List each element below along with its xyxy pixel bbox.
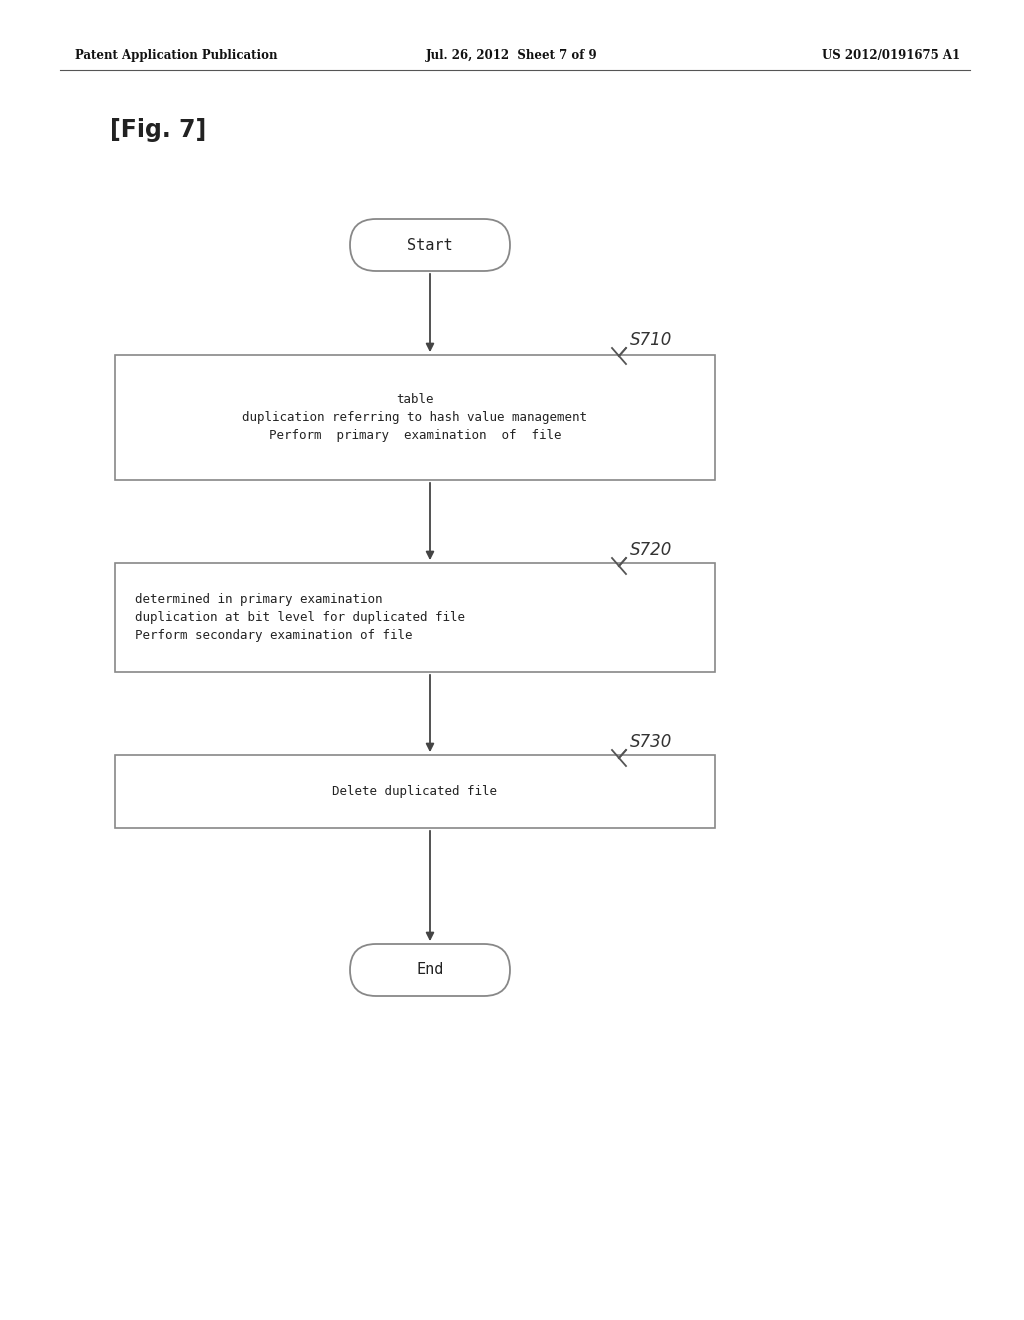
Text: [Fig. 7]: [Fig. 7] [110,117,206,143]
FancyBboxPatch shape [115,564,715,672]
Text: S710: S710 [630,331,673,348]
Text: Perform secondary examination of file: Perform secondary examination of file [135,630,413,642]
Text: duplication referring to hash value management: duplication referring to hash value mana… [243,411,588,424]
FancyBboxPatch shape [350,219,510,271]
Text: duplication at bit level for duplicated file: duplication at bit level for duplicated … [135,611,465,624]
Text: Delete duplicated file: Delete duplicated file [333,785,498,799]
Text: Patent Application Publication: Patent Application Publication [75,49,278,62]
Text: Jul. 26, 2012  Sheet 7 of 9: Jul. 26, 2012 Sheet 7 of 9 [426,49,598,62]
FancyBboxPatch shape [115,755,715,828]
Text: Perform  primary  examination  of  file: Perform primary examination of file [268,429,561,442]
Text: S730: S730 [630,733,673,751]
Text: Start: Start [408,238,453,252]
Text: determined in primary examination: determined in primary examination [135,593,383,606]
Text: table: table [396,393,434,407]
Text: US 2012/0191675 A1: US 2012/0191675 A1 [822,49,961,62]
Text: S720: S720 [630,541,673,558]
FancyBboxPatch shape [350,944,510,997]
FancyBboxPatch shape [115,355,715,480]
Text: End: End [417,962,443,978]
